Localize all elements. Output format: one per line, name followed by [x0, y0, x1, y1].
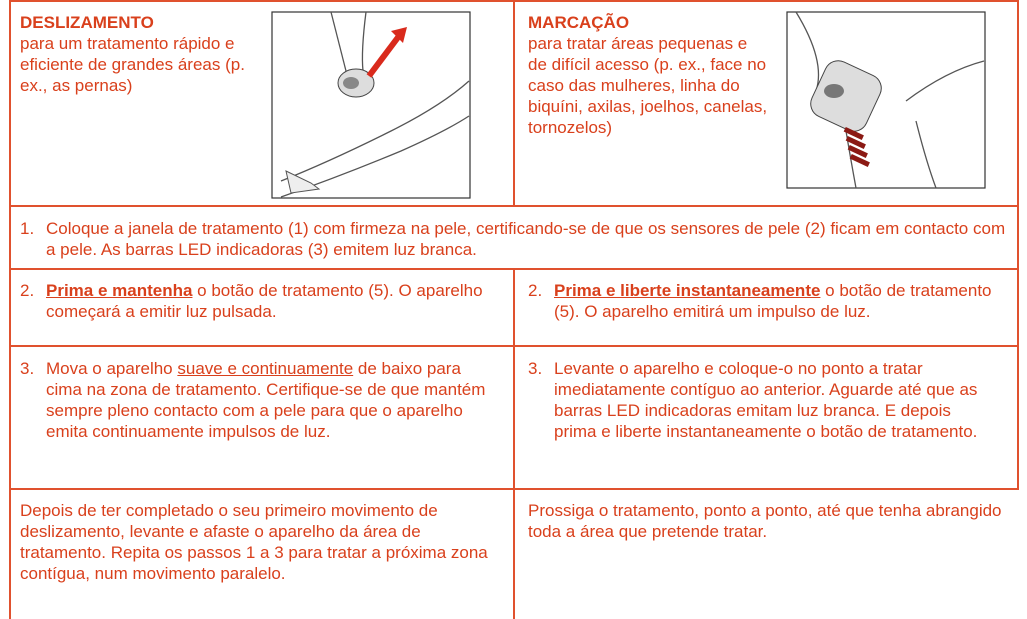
description: para um tratamento rápido e eficiente de…	[20, 34, 245, 95]
step: 2. Prima e liberte instantaneamente o bo…	[528, 280, 998, 322]
step-number: 2.	[528, 281, 543, 300]
border	[9, 488, 1019, 490]
step: 3. Levante o aparelho e coloque-o no pon…	[528, 358, 988, 442]
closing-text: Depois de ter completado o seu primeiro …	[20, 501, 488, 583]
step-text: Levante o aparelho e coloque-o no ponto …	[554, 359, 978, 441]
step-text: Prima e mantenha o botão de tratamento (…	[46, 280, 500, 322]
illustration-stamp	[786, 11, 986, 189]
description: para tratar áreas pequenas e de difícil …	[528, 34, 768, 137]
border	[9, 345, 1019, 347]
border	[1017, 0, 1019, 488]
step-text: Prima e liberte instantaneamente o botão…	[554, 280, 998, 322]
emphasis: Prima e mantenha	[46, 281, 193, 300]
step-text: Coloque a janela de tratamento (1) com f…	[46, 219, 1006, 259]
text: de baixo para cima na zona de tratamento…	[46, 359, 486, 441]
step: 3. Mova o aparelho suave e continuamente…	[20, 358, 490, 442]
emphasis: Prima e liberte instantaneamente	[554, 281, 821, 300]
border	[9, 0, 11, 619]
text: o botão de tratamento (5). O aparelho em…	[554, 281, 992, 321]
closing-text: Prossiga o tratamento, ponto a ponto, at…	[528, 501, 1002, 541]
border	[9, 205, 1019, 207]
step: 1. Coloque a janela de tratamento (1) co…	[20, 218, 1010, 260]
underlined: suave e continuamente	[177, 359, 354, 378]
heading: DESLIZAMENTO	[20, 13, 154, 32]
step-number: 3.	[20, 359, 35, 378]
border	[513, 268, 515, 619]
step: 2. Prima e mantenha o botão de tratament…	[20, 280, 500, 322]
text: Mova o aparelho	[46, 359, 178, 378]
step-number: 1.	[20, 219, 35, 238]
step-number: 3.	[528, 359, 543, 378]
step-number: 2.	[20, 281, 35, 300]
border	[513, 0, 515, 205]
illustration-glide	[271, 11, 471, 199]
cell: MARCAÇÃO para tratar áreas pequenas e de…	[528, 12, 768, 138]
step-text: Mova o aparelho suave e continuamente de…	[46, 358, 490, 442]
cell: DESLIZAMENTO para um tratamento rápido e…	[20, 12, 260, 96]
heading: MARCAÇÃO	[528, 13, 630, 32]
text: o botão de tratamento (5). O aparelho co…	[46, 281, 483, 321]
